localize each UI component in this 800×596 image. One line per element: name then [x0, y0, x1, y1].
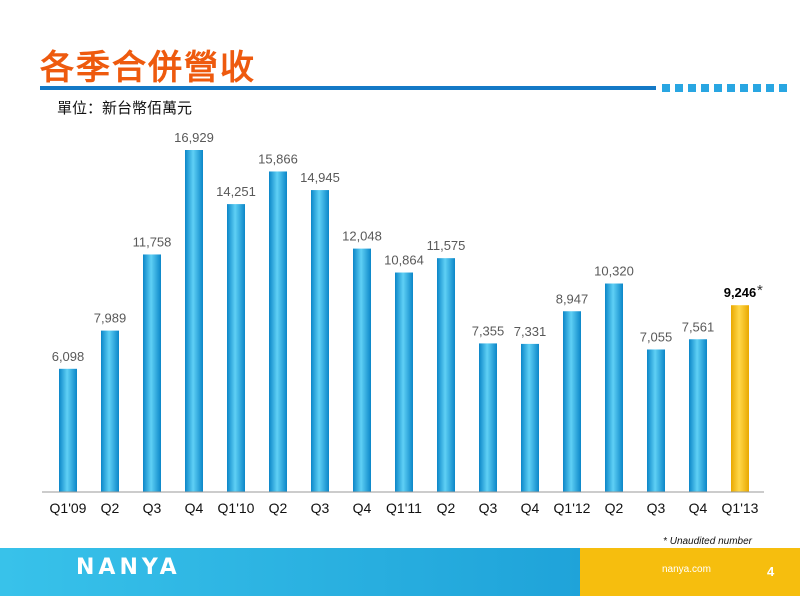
bar	[521, 343, 539, 492]
x-tick-label: Q2	[605, 500, 624, 516]
data-label: 7,055	[640, 329, 673, 344]
bar	[479, 343, 497, 492]
x-tick-label: Q1'11	[386, 500, 422, 516]
footer-accent	[580, 548, 800, 596]
site-link[interactable]: nanya.com	[662, 564, 711, 575]
bar	[689, 339, 707, 492]
bar	[647, 349, 665, 492]
x-tick-label: Q3	[143, 500, 162, 516]
data-label: 7,331	[514, 324, 547, 339]
bar	[311, 190, 329, 492]
decorative-squares	[662, 84, 787, 92]
x-tick-label: Q3	[311, 500, 330, 516]
bar	[395, 272, 413, 492]
x-tick-label: Q3	[479, 500, 498, 516]
data-label: 12,048	[342, 229, 382, 244]
page-number: 4	[767, 564, 775, 579]
nanya-logo: NANYA	[76, 555, 181, 580]
bar	[185, 150, 203, 492]
bar	[269, 171, 287, 493]
x-tick-label: Q2	[269, 500, 288, 516]
data-label: 10,864	[384, 253, 424, 268]
footnote: * Unaudited number	[663, 536, 752, 547]
x-tick-label: Q3	[647, 500, 666, 516]
data-label: 14,945	[300, 170, 340, 185]
data-label: 7,561	[682, 319, 715, 334]
bar	[59, 368, 77, 492]
unaudited-marker: *	[757, 282, 763, 299]
data-label: 11,575	[427, 238, 466, 253]
bar	[437, 258, 455, 492]
bar	[143, 254, 161, 492]
data-label: 16,929	[174, 130, 214, 145]
data-label: 10,320	[594, 264, 634, 279]
data-label: 8,947	[556, 291, 589, 306]
data-label: 14,251	[216, 184, 256, 199]
x-tick-label: Q1'12	[554, 500, 591, 516]
unit-label: 單位：新台幣佰萬元	[57, 99, 193, 117]
x-tick-label: Q2	[437, 500, 456, 516]
x-tick-label: Q4	[689, 500, 708, 516]
x-tick-label: Q1'10	[218, 500, 255, 516]
data-label: 11,758	[133, 234, 172, 249]
data-label: 9,246	[724, 285, 757, 300]
bar	[353, 248, 371, 492]
bar	[563, 311, 581, 492]
bar	[605, 283, 623, 492]
data-label: 7,355	[472, 323, 505, 338]
x-tick-label: Q1'09	[50, 500, 87, 516]
bar-highlight	[731, 305, 749, 492]
bar	[227, 204, 245, 492]
x-tick-label: Q4	[521, 500, 540, 516]
data-label: 15,866	[258, 151, 298, 166]
x-tick-label: Q2	[101, 500, 120, 516]
footer-band	[0, 548, 580, 596]
title-underline	[40, 86, 656, 90]
x-tick-label: Q4	[353, 500, 372, 516]
bar	[101, 330, 119, 492]
x-tick-label: Q1'13	[722, 500, 759, 516]
data-label: 7,989	[94, 311, 127, 326]
page-title: 各季合併營收	[40, 48, 256, 88]
data-label: 6,098	[52, 349, 85, 364]
x-tick-label: Q4	[185, 500, 204, 516]
